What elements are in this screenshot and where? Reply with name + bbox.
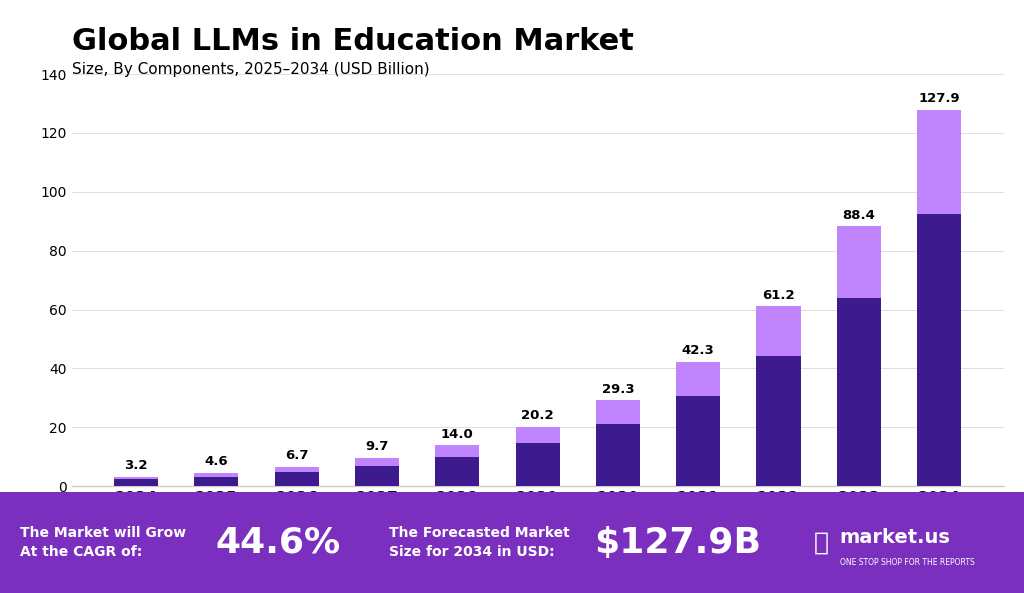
Bar — [837, 298, 881, 486]
Text: 29.3: 29.3 — [601, 382, 634, 396]
Bar — [435, 445, 479, 457]
Text: 127.9: 127.9 — [919, 93, 959, 105]
Text: The Forecasted Market
Size for 2034 in USD:: The Forecasted Market Size for 2034 in U… — [389, 526, 570, 559]
Bar — [596, 424, 640, 486]
Text: ⧖: ⧖ — [814, 531, 829, 554]
Bar — [195, 473, 239, 477]
Bar — [757, 306, 801, 356]
Text: 20.2: 20.2 — [521, 409, 554, 422]
Bar — [274, 467, 318, 472]
Bar — [837, 226, 881, 298]
Bar — [274, 472, 318, 486]
Text: 61.2: 61.2 — [762, 289, 795, 302]
Text: 9.7: 9.7 — [366, 440, 389, 453]
Bar — [355, 466, 399, 486]
Text: 44.6%: 44.6% — [215, 525, 340, 560]
Bar — [515, 427, 560, 444]
Text: 42.3: 42.3 — [682, 345, 715, 358]
Text: 88.4: 88.4 — [843, 209, 876, 222]
Bar — [676, 396, 720, 486]
Bar — [355, 458, 399, 466]
Text: 14.0: 14.0 — [441, 428, 474, 441]
Bar — [918, 110, 962, 214]
Text: 4.6: 4.6 — [205, 455, 228, 468]
Bar — [114, 477, 158, 480]
Bar — [596, 400, 640, 424]
Bar — [195, 477, 239, 486]
Bar — [676, 362, 720, 396]
Bar — [114, 480, 158, 486]
Text: 3.2: 3.2 — [124, 460, 147, 473]
Bar — [515, 444, 560, 486]
Text: $127.9B: $127.9B — [594, 525, 761, 560]
Text: market.us: market.us — [840, 528, 950, 547]
Text: 6.7: 6.7 — [285, 449, 308, 462]
Bar — [918, 214, 962, 486]
Text: The Market will Grow
At the CAGR of:: The Market will Grow At the CAGR of: — [20, 526, 186, 559]
Bar — [435, 457, 479, 486]
Text: Global LLMs in Education Market: Global LLMs in Education Market — [72, 27, 634, 56]
Text: Size, By Components, 2025–2034 (USD Billion): Size, By Components, 2025–2034 (USD Bill… — [72, 62, 429, 77]
Text: ONE STOP SHOP FOR THE REPORTS: ONE STOP SHOP FOR THE REPORTS — [840, 558, 975, 568]
Bar — [757, 356, 801, 486]
